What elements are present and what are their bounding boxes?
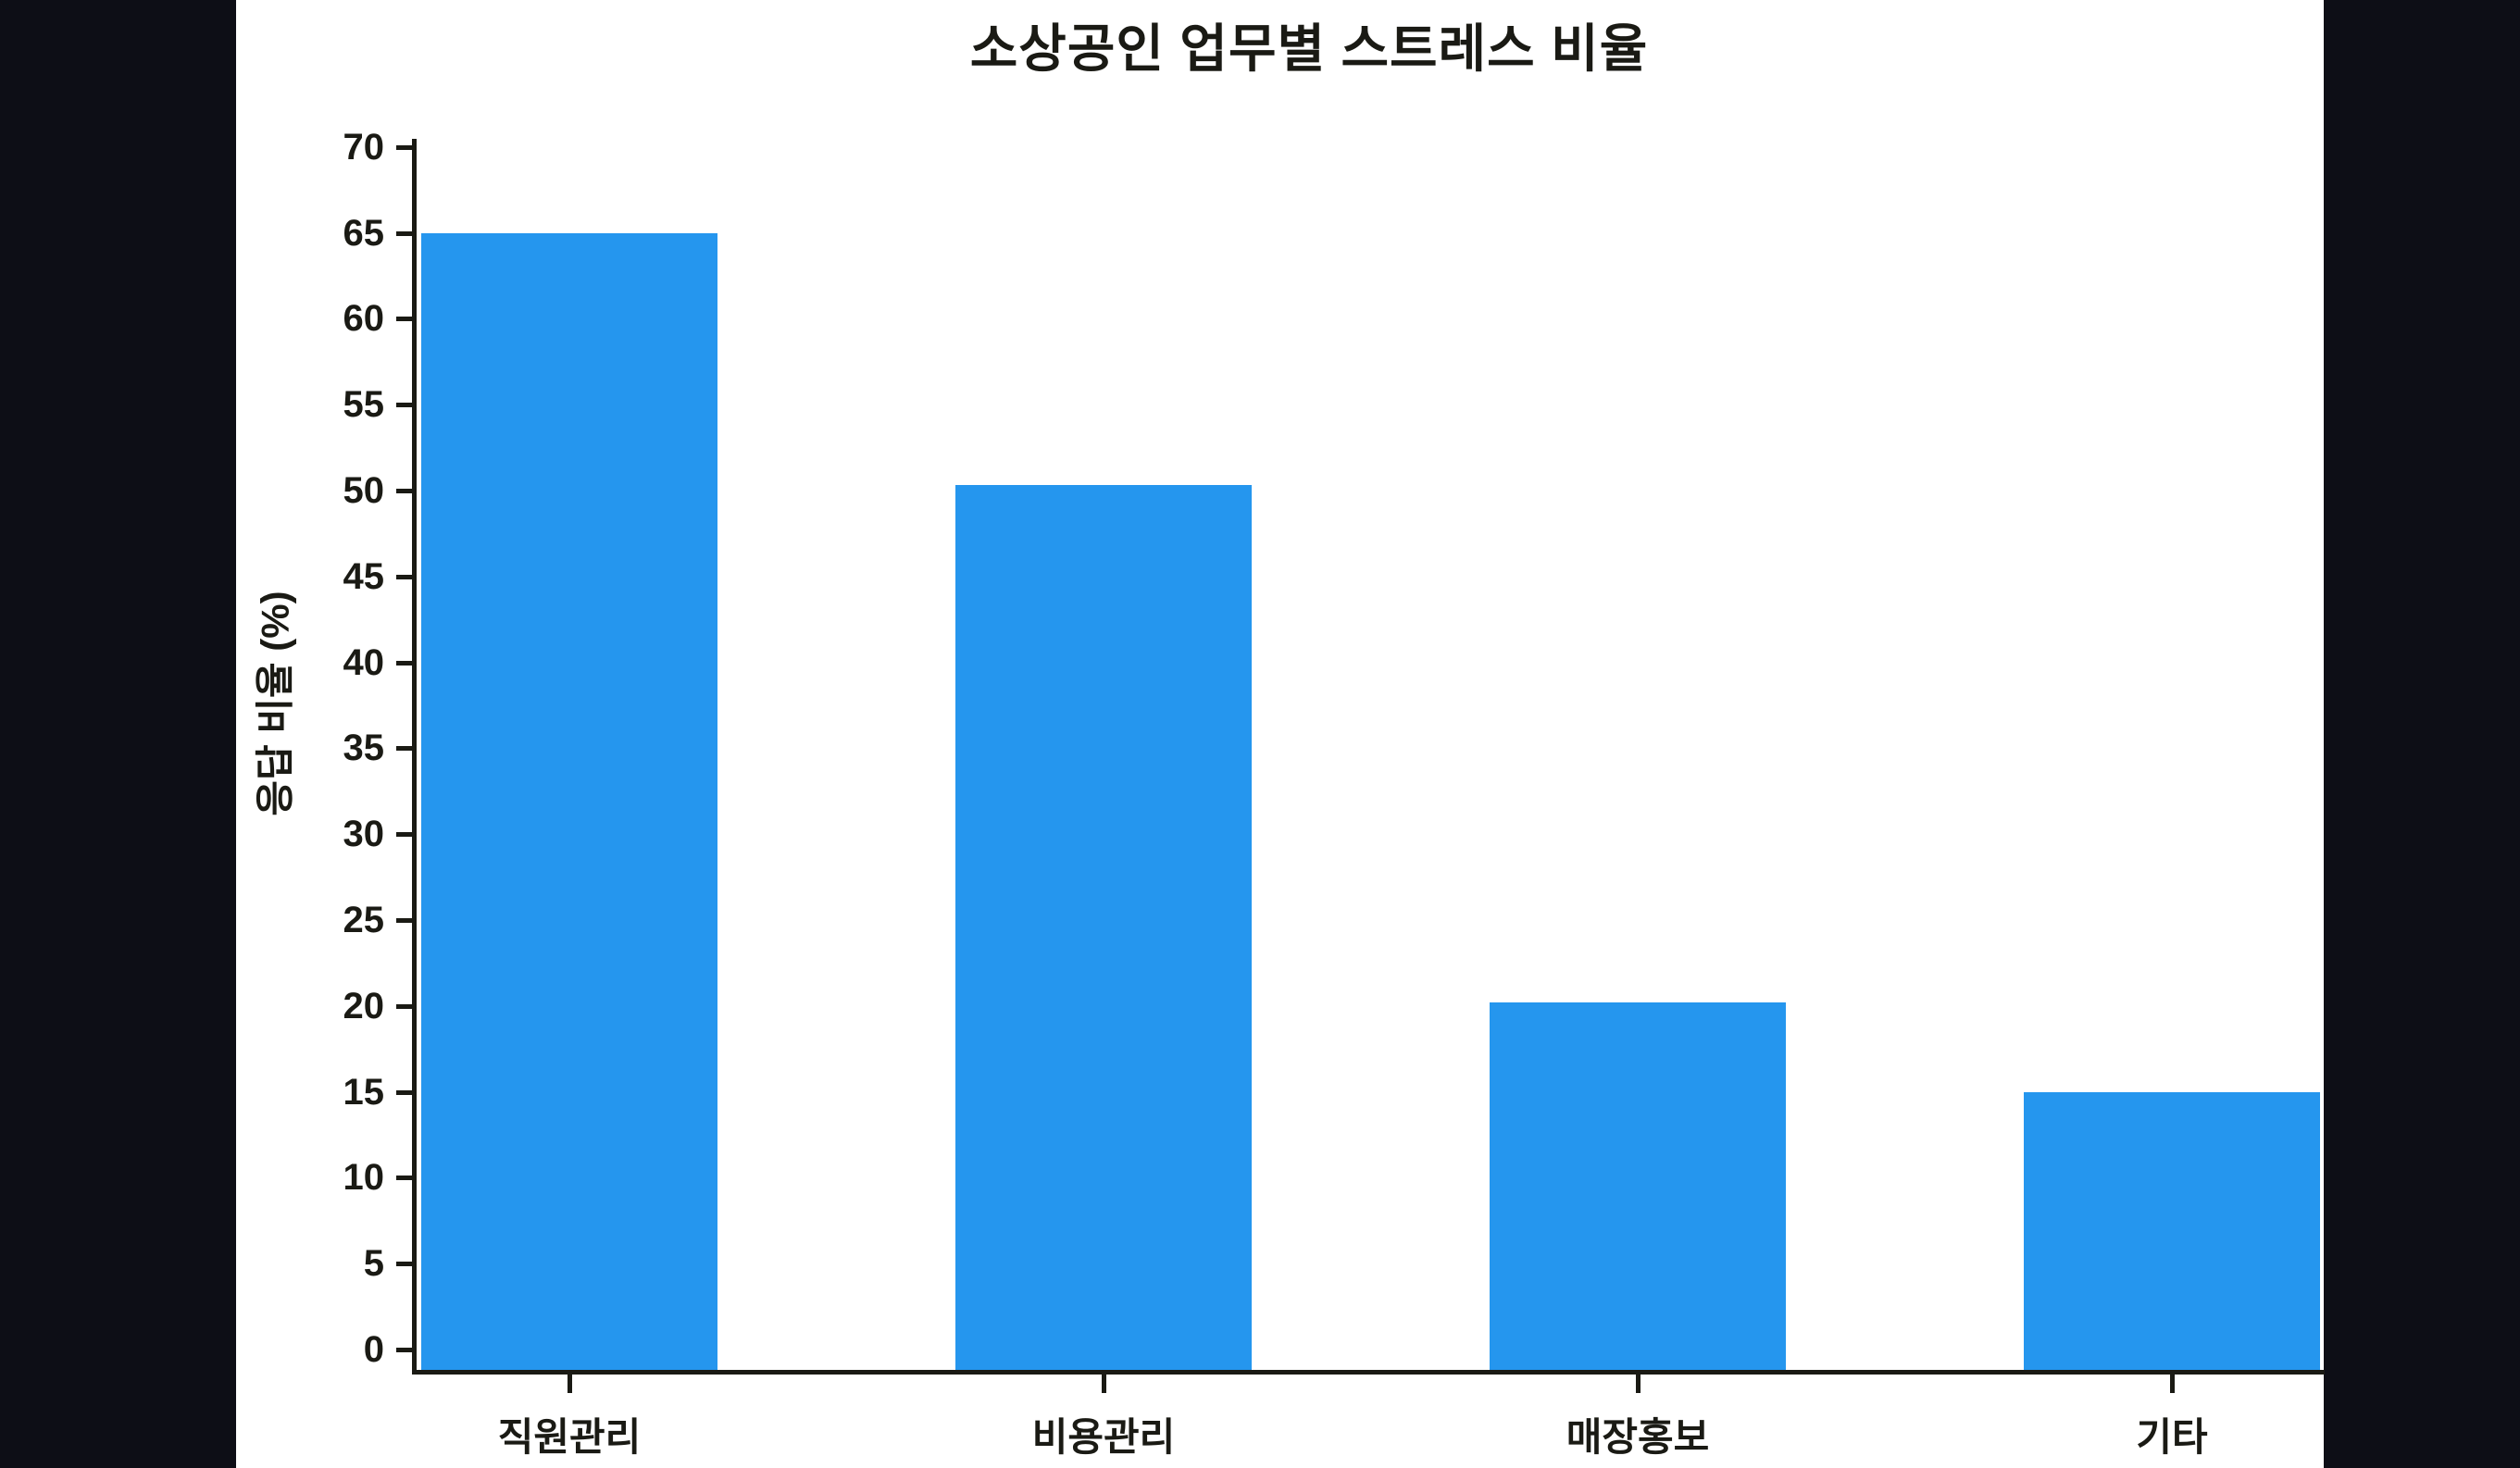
y-axis-label: 응답 비율 (%) (253, 591, 297, 816)
y-tick-label: 40 (343, 641, 385, 683)
y-tick-label: 30 (343, 814, 385, 855)
y-axis-spine (412, 139, 417, 1375)
y-tick-label: 10 (343, 1157, 385, 1199)
x-tick-mark (568, 1375, 572, 1393)
bar-2 (1490, 1002, 1786, 1370)
y-tick-label: 0 (363, 1329, 384, 1370)
y-tick-mark (396, 832, 412, 838)
bar-3 (2024, 1091, 2320, 1370)
y-tick-mark (396, 1176, 412, 1181)
bar-0 (421, 232, 717, 1370)
x-tick-label: 기타 (2136, 1415, 2208, 1459)
y-tick-label: 45 (343, 555, 385, 597)
x-tick-mark (2170, 1375, 2175, 1393)
y-tick-mark (396, 1348, 412, 1352)
x-tick-label: 매장홍보 (1566, 1415, 1710, 1459)
x-tick-label: 직원관리 (497, 1415, 642, 1459)
y-tick-mark (396, 574, 412, 579)
y-tick-label: 55 (343, 384, 385, 426)
y-tick-label: 5 (363, 1243, 384, 1285)
x-tick-mark (1636, 1375, 1640, 1393)
y-tick-mark (396, 1089, 412, 1095)
y-tick-mark (396, 317, 412, 322)
y-tick-mark (396, 918, 412, 923)
x-tick-mark (1102, 1375, 1106, 1393)
y-tick-mark (396, 660, 412, 666)
y-tick-mark (396, 1003, 412, 1009)
x-tick-label: 비용관리 (1031, 1415, 1176, 1459)
y-tick-mark (396, 403, 412, 408)
y-tick-label: 60 (343, 298, 385, 340)
y-tick-label: 65 (343, 212, 385, 254)
y-tick-mark (396, 489, 412, 493)
y-tick-mark (396, 230, 412, 236)
y-tick-mark (396, 746, 412, 752)
y-tick-mark (396, 144, 412, 150)
bar-1 (955, 485, 1252, 1370)
chart-figure: 소상공인 업무별 스트레스 비율 응답 비율 (%) 0 5 10 15 20 25 30 3… (236, 0, 2325, 1468)
y-tick-label: 20 (343, 985, 385, 1026)
y-tick-label: 15 (343, 1071, 385, 1113)
y-tick-label: 50 (343, 470, 385, 511)
chart-title: 소상공인 업무별 스트레스 비율 (969, 19, 1649, 78)
y-tick-label: 35 (343, 728, 385, 769)
y-tick-label: 70 (343, 126, 385, 168)
y-tick-mark (396, 1262, 412, 1267)
plot-area: 0 5 10 15 20 25 30 35 40 45 50 55 60 65 70 직원관리 비용관리 매장홍보… (343, 127, 2325, 1459)
x-axis-spine (412, 1370, 2325, 1375)
y-tick-label: 25 (343, 900, 385, 940)
